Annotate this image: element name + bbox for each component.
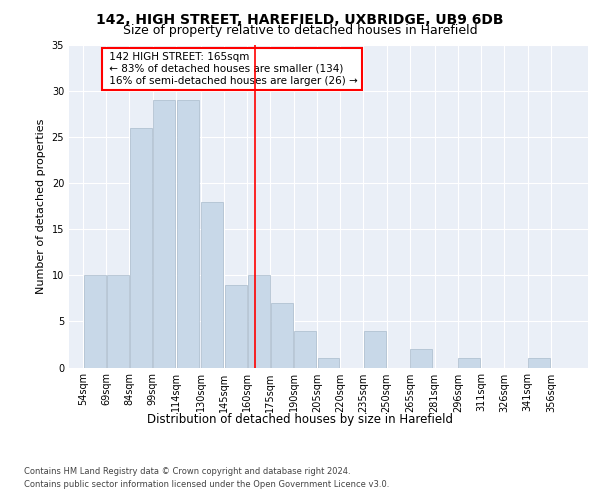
Bar bbox=[528, 358, 550, 368]
Bar bbox=[176, 100, 199, 368]
Y-axis label: Number of detached properties: Number of detached properties bbox=[36, 118, 46, 294]
Bar bbox=[458, 358, 481, 368]
Bar bbox=[83, 276, 106, 368]
Bar bbox=[202, 202, 223, 368]
Text: Contains public sector information licensed under the Open Government Licence v3: Contains public sector information licen… bbox=[24, 480, 389, 489]
Text: Contains HM Land Registry data © Crown copyright and database right 2024.: Contains HM Land Registry data © Crown c… bbox=[24, 468, 350, 476]
Bar bbox=[317, 358, 340, 368]
Text: Distribution of detached houses by size in Harefield: Distribution of detached houses by size … bbox=[147, 412, 453, 426]
Bar bbox=[410, 349, 433, 368]
Bar bbox=[224, 284, 247, 368]
Text: Size of property relative to detached houses in Harefield: Size of property relative to detached ho… bbox=[122, 24, 478, 37]
Bar bbox=[271, 303, 293, 368]
Bar bbox=[130, 128, 152, 368]
Bar bbox=[248, 276, 270, 368]
Bar bbox=[153, 100, 175, 368]
Bar bbox=[294, 330, 316, 368]
Text: 142, HIGH STREET, HAREFIELD, UXBRIDGE, UB9 6DB: 142, HIGH STREET, HAREFIELD, UXBRIDGE, U… bbox=[96, 12, 504, 26]
Bar bbox=[107, 276, 129, 368]
Bar bbox=[364, 330, 386, 368]
Text: 142 HIGH STREET: 165sqm
 ← 83% of detached houses are smaller (134)
 16% of semi: 142 HIGH STREET: 165sqm ← 83% of detache… bbox=[106, 52, 358, 86]
